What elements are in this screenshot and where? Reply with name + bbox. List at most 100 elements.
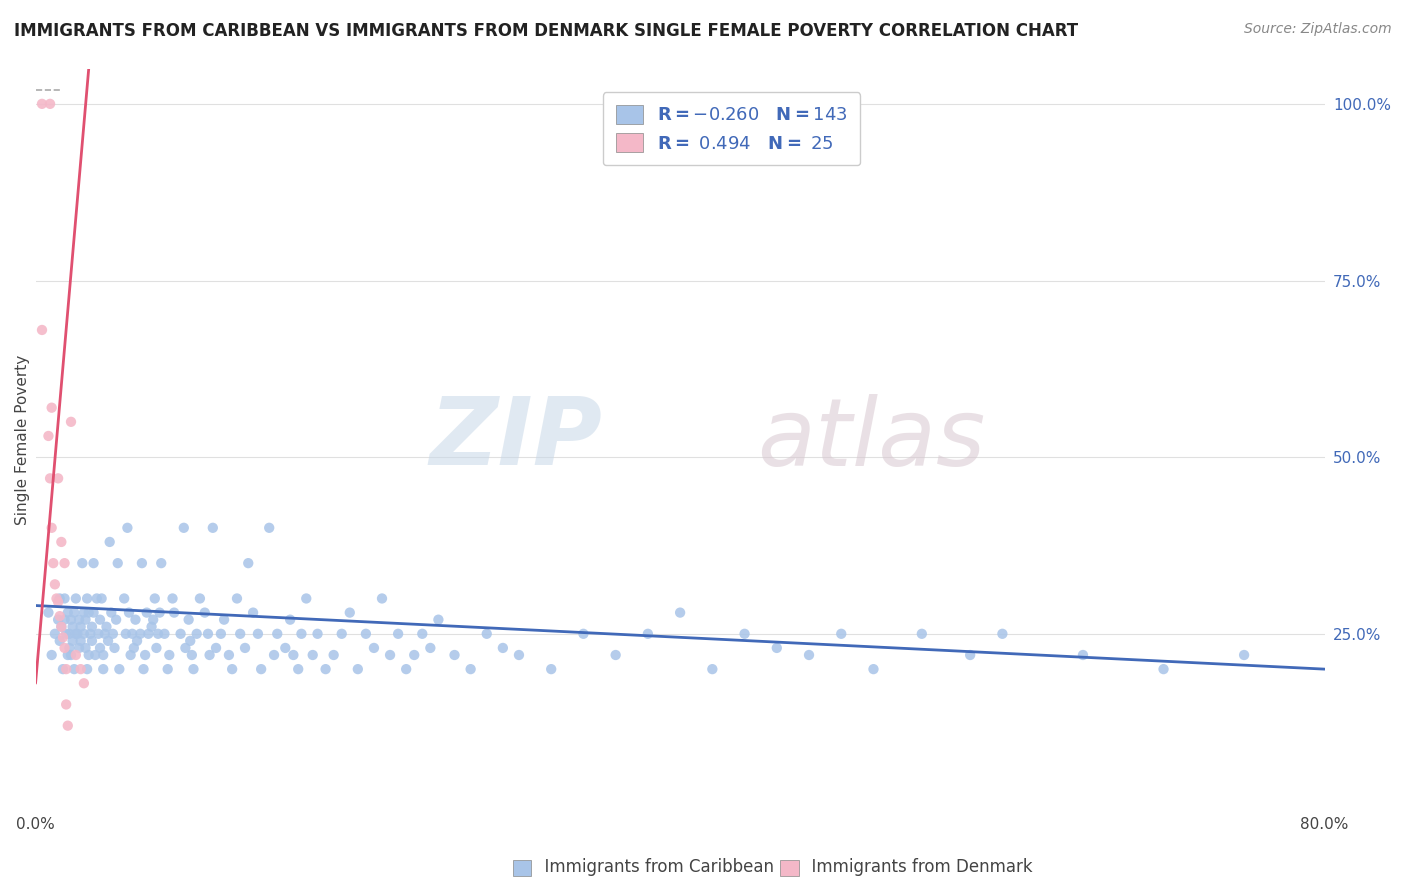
Point bbox=[862, 662, 884, 676]
Point bbox=[138, 627, 160, 641]
Point bbox=[31, 96, 53, 111]
Point bbox=[86, 591, 108, 606]
Point bbox=[330, 627, 353, 641]
Point bbox=[51, 620, 73, 634]
Point bbox=[233, 640, 256, 655]
Point bbox=[67, 640, 90, 655]
Point bbox=[44, 577, 66, 591]
Point bbox=[63, 606, 86, 620]
Point bbox=[174, 640, 197, 655]
Point bbox=[419, 640, 441, 655]
Point bbox=[212, 613, 235, 627]
Point bbox=[87, 627, 110, 641]
Point bbox=[257, 521, 280, 535]
Point bbox=[734, 627, 756, 641]
Point bbox=[53, 591, 76, 606]
Point bbox=[46, 613, 69, 627]
Text: Immigrants from Denmark: Immigrants from Denmark bbox=[801, 858, 1033, 876]
Point bbox=[55, 627, 77, 641]
Point bbox=[96, 620, 118, 634]
Point bbox=[53, 640, 76, 655]
Point bbox=[911, 627, 934, 641]
Point bbox=[67, 613, 90, 627]
Point bbox=[959, 648, 981, 662]
Point bbox=[77, 648, 100, 662]
Point bbox=[605, 648, 627, 662]
Point bbox=[65, 648, 87, 662]
Point bbox=[91, 662, 114, 676]
Point bbox=[315, 662, 337, 676]
Point bbox=[58, 640, 80, 655]
Point bbox=[65, 627, 87, 641]
Point bbox=[75, 640, 97, 655]
Point bbox=[75, 613, 97, 627]
Point bbox=[41, 648, 63, 662]
Point bbox=[118, 606, 141, 620]
Point bbox=[198, 648, 221, 662]
Point bbox=[100, 606, 122, 620]
Point bbox=[94, 627, 117, 641]
Point bbox=[378, 648, 401, 662]
Point bbox=[114, 627, 136, 641]
Point bbox=[218, 648, 240, 662]
Point bbox=[395, 662, 418, 676]
Point bbox=[51, 620, 73, 634]
Point bbox=[91, 648, 114, 662]
Point bbox=[354, 627, 377, 641]
Point bbox=[69, 662, 91, 676]
Point bbox=[146, 627, 169, 641]
Point bbox=[143, 591, 166, 606]
Point bbox=[287, 662, 309, 676]
Point bbox=[117, 521, 139, 535]
Y-axis label: Single Female Poverty: Single Female Poverty bbox=[15, 354, 30, 524]
Legend: $\mathbf{R = }$$\mathit{-0.260}$   $\mathbf{N = }$$\mathit{143}$, $\mathbf{R = }: $\mathbf{R = }$$\mathit{-0.260}$ $\mathb… bbox=[603, 93, 860, 165]
Point bbox=[131, 556, 153, 570]
Point bbox=[62, 620, 84, 634]
Point bbox=[76, 591, 98, 606]
Point bbox=[69, 633, 91, 648]
Point bbox=[404, 648, 426, 662]
Point bbox=[266, 627, 288, 641]
Point bbox=[363, 640, 385, 655]
Point bbox=[411, 627, 433, 641]
Point bbox=[80, 620, 103, 634]
Point bbox=[80, 633, 103, 648]
Point bbox=[83, 606, 105, 620]
Point bbox=[150, 556, 173, 570]
Point bbox=[125, 633, 148, 648]
Point bbox=[830, 627, 852, 641]
Text: ZIP: ZIP bbox=[430, 393, 603, 485]
Point bbox=[183, 662, 205, 676]
Point bbox=[156, 662, 179, 676]
Point bbox=[56, 606, 79, 620]
Point bbox=[105, 613, 128, 627]
Point bbox=[107, 556, 129, 570]
Point bbox=[274, 640, 297, 655]
Text: Source: ZipAtlas.com: Source: ZipAtlas.com bbox=[1244, 22, 1392, 37]
Point bbox=[101, 627, 124, 641]
Point bbox=[149, 606, 172, 620]
Point bbox=[48, 609, 70, 624]
Point bbox=[39, 96, 62, 111]
Point bbox=[301, 648, 323, 662]
Point bbox=[427, 613, 450, 627]
Point bbox=[1153, 662, 1175, 676]
Point bbox=[238, 556, 260, 570]
Point bbox=[263, 648, 285, 662]
Point bbox=[58, 627, 80, 641]
Point bbox=[76, 662, 98, 676]
Point bbox=[201, 521, 224, 535]
Point bbox=[53, 556, 76, 570]
Point bbox=[197, 627, 219, 641]
Point bbox=[145, 640, 167, 655]
Point bbox=[53, 613, 76, 627]
Point bbox=[492, 640, 515, 655]
Point bbox=[44, 627, 66, 641]
Point bbox=[56, 648, 79, 662]
Point bbox=[89, 640, 111, 655]
Point bbox=[69, 620, 91, 634]
Point bbox=[347, 662, 370, 676]
Point bbox=[129, 627, 152, 641]
Point bbox=[51, 535, 73, 549]
Text: IMMIGRANTS FROM CARIBBEAN VS IMMIGRANTS FROM DENMARK SINGLE FEMALE POVERTY CORRE: IMMIGRANTS FROM CARIBBEAN VS IMMIGRANTS … bbox=[14, 22, 1078, 40]
